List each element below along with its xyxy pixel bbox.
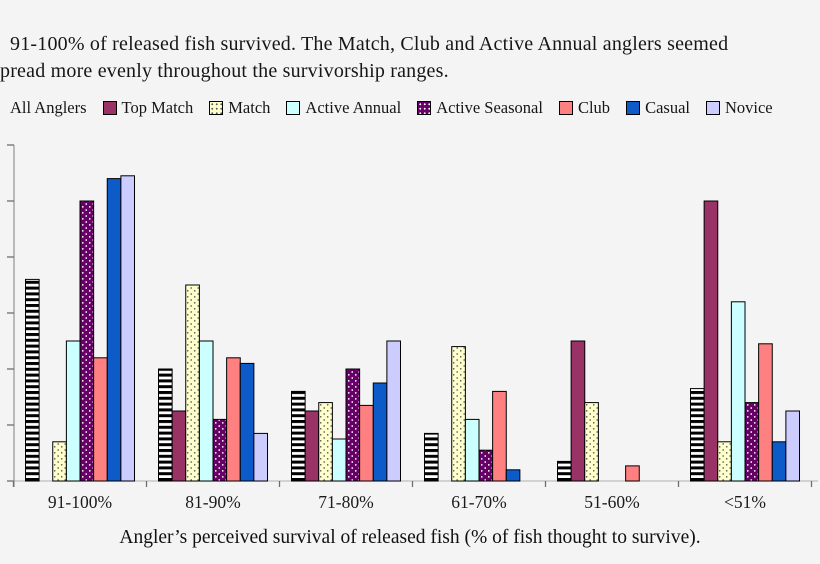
- legend-label-all-anglers: All Anglers: [10, 98, 87, 117]
- club-swatch-icon: [558, 101, 573, 115]
- active-annual-swatch-icon: [286, 101, 301, 115]
- bar-active-seasonal--51-: [744, 402, 760, 482]
- bar-novice-81-90-: [253, 432, 269, 482]
- category-label-91-100-: 91-100%: [47, 492, 113, 512]
- heading-line-1: 91-100% of released fish survived. The M…: [10, 33, 729, 55]
- bar-club--51-: [758, 343, 773, 482]
- bar-club-81-90-: [226, 357, 241, 482]
- bar-club-51-60-: [625, 465, 640, 482]
- chart-legend: All Anglers Top Match Match Active Annual Ac…: [10, 98, 820, 118]
- bar-casual-61-70-: [505, 469, 521, 482]
- bar-match-71-80-: [318, 402, 333, 482]
- bar-active-seasonal-81-90-: [212, 418, 228, 482]
- bar-match-91-100-: [52, 441, 67, 482]
- category-label-81-90-: 81-90%: [185, 492, 241, 512]
- legend-label-novice: Novice: [724, 98, 773, 117]
- bar-novice-71-80-: [386, 340, 402, 482]
- legend-item-club: Club: [558, 98, 611, 118]
- bar-active-annual-61-70-: [464, 418, 480, 482]
- legend-item-match: Match: [209, 98, 270, 118]
- bar-active-seasonal-61-70-: [478, 449, 494, 482]
- bar-all-anglers-71-80-: [291, 390, 306, 482]
- bar-top-match-81-90-: [171, 410, 187, 482]
- bar-match--51-: [717, 441, 732, 482]
- legend-label-active-seasonal: Active Seasonal: [436, 98, 543, 117]
- bar-all-anglers--51-: [690, 388, 705, 482]
- legend-item-casual: Casual: [626, 98, 690, 118]
- bar-active-seasonal-71-80-: [345, 368, 361, 482]
- bar-top-match-51-60-: [570, 340, 586, 482]
- active-seasonal-swatch-icon: [417, 101, 432, 115]
- legend-item-active-seasonal: Active Seasonal: [417, 98, 543, 118]
- bar-top-match-71-80-: [304, 410, 320, 482]
- heading-line-2: pread more evenly throughout the survivo…: [0, 60, 449, 82]
- casual-swatch-icon: [626, 101, 641, 115]
- bar-match-81-90-: [185, 284, 200, 482]
- novice-swatch-icon: [705, 101, 720, 115]
- bar-casual--51-: [771, 441, 787, 482]
- bar-novice-91-100-: [120, 175, 136, 482]
- top-match-swatch-icon: [102, 101, 117, 115]
- bar-all-anglers-91-100-: [25, 278, 40, 482]
- bar-casual-71-80-: [372, 382, 388, 482]
- legend-item-all-anglers: All Anglers: [10, 98, 87, 118]
- bar-active-annual-81-90-: [198, 340, 214, 482]
- bar-casual-81-90-: [239, 362, 255, 482]
- bar-all-anglers-81-90-: [158, 368, 173, 482]
- bar-club-61-70-: [492, 390, 507, 482]
- category-label-61-70-: 61-70%: [451, 492, 507, 512]
- bar-all-anglers-61-70-: [424, 432, 439, 482]
- legend-label-active-annual: Active Annual: [305, 98, 402, 117]
- bar-chart: [7, 144, 818, 487]
- bar-active-annual-71-80-: [331, 438, 347, 482]
- bar-match-51-60-: [584, 402, 599, 482]
- chart-axes: [7, 144, 818, 487]
- bar-club-71-80-: [359, 404, 374, 482]
- bar-active-seasonal-91-100-: [79, 200, 95, 482]
- x-axis-title: Angler’s perceived survival of released …: [119, 527, 701, 548]
- bar-active-annual--51-: [730, 301, 746, 482]
- legend-item-active-annual: Active Annual: [286, 98, 401, 118]
- bar-all-anglers-51-60-: [557, 460, 572, 482]
- legend-label-match: Match: [228, 98, 271, 117]
- legend-label-casual: Casual: [645, 98, 690, 117]
- legend-label-top-match: Top Match: [121, 98, 194, 117]
- legend-item-novice: Novice: [705, 98, 773, 118]
- legend-item-top-match: Top Match: [102, 98, 194, 118]
- bar-match-61-70-: [451, 346, 466, 482]
- chart-bars: [25, 175, 801, 482]
- category-label--51-: <51%: [724, 492, 766, 512]
- match-swatch-icon: [209, 101, 224, 115]
- bar-active-annual-91-100-: [65, 340, 81, 482]
- category-label-71-80-: 71-80%: [318, 492, 374, 512]
- bar-top-match--51-: [703, 200, 719, 482]
- legend-label-club: Club: [577, 98, 611, 117]
- category-label-51-60-: 51-60%: [584, 492, 640, 512]
- bar-novice--51-: [785, 410, 801, 482]
- x-axis-category-labels: 91-100% 81-90% 71-80% 61-70% 51-60% <51%: [0, 492, 820, 516]
- bar-club-91-100-: [93, 357, 108, 482]
- bar-casual-91-100-: [106, 178, 122, 482]
